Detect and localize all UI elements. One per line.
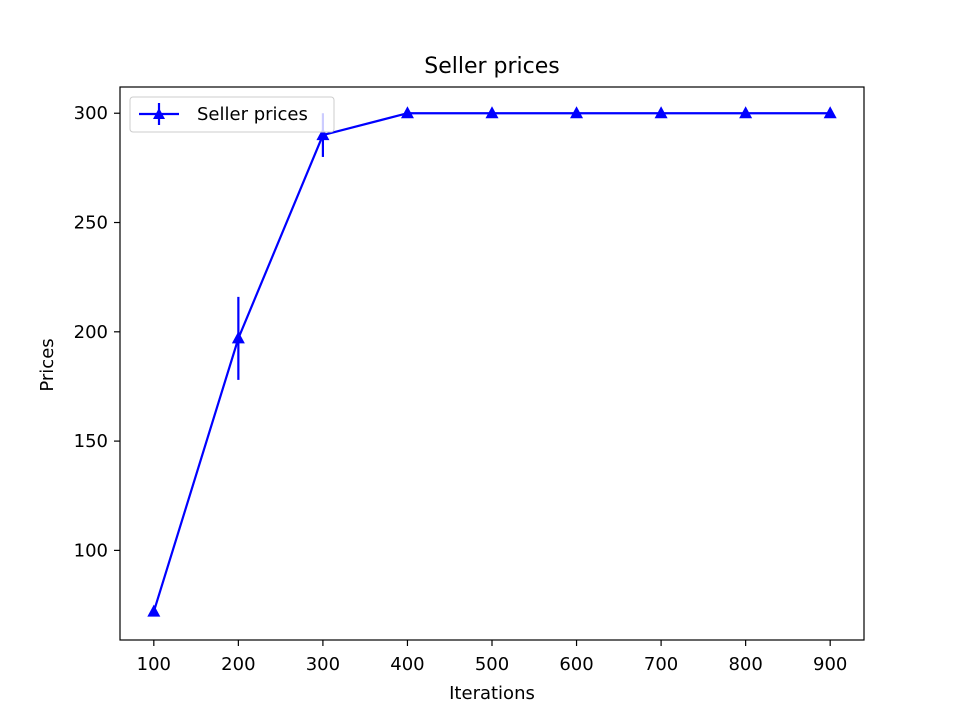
x-tick-label: 900: [813, 654, 847, 675]
chart-title: Seller prices: [424, 54, 560, 79]
data-point: [823, 106, 837, 119]
legend-box: [129, 96, 335, 133]
data-point: [570, 106, 584, 119]
x-axis-title: Iterations: [449, 683, 535, 704]
data-point: [316, 128, 330, 141]
x-tick-label: 600: [559, 654, 593, 675]
data-point: [485, 106, 499, 119]
legend-marker: [153, 108, 165, 119]
y-tick-label: 150: [74, 431, 108, 452]
y-tick-label: 250: [74, 213, 108, 234]
x-tick-label: 300: [306, 654, 340, 675]
data-point: [231, 331, 245, 344]
plot-area: [147, 106, 837, 617]
x-tick-label: 700: [644, 654, 678, 675]
data-point: [739, 106, 753, 119]
y-tick-label: 100: [74, 540, 108, 561]
x-tick-label: 800: [728, 654, 762, 675]
axes: 100 200 300 400 500 600 700 800 900 100 150 200 250 3…: [74, 103, 848, 675]
data-point: [654, 106, 668, 119]
x-tick-label: 100: [137, 654, 171, 675]
data-point: [400, 106, 414, 119]
legend: Seller prices: [129, 96, 335, 133]
x-tick-label: 400: [390, 654, 424, 675]
data-point: [147, 604, 161, 617]
x-tick-label: 200: [221, 654, 255, 675]
y-tick-label: 200: [74, 322, 108, 343]
y-axis-title: Prices: [37, 338, 58, 391]
y-tick-label: 300: [74, 103, 108, 124]
legend-label: Seller prices: [197, 104, 308, 125]
x-tick-label: 500: [475, 654, 509, 675]
